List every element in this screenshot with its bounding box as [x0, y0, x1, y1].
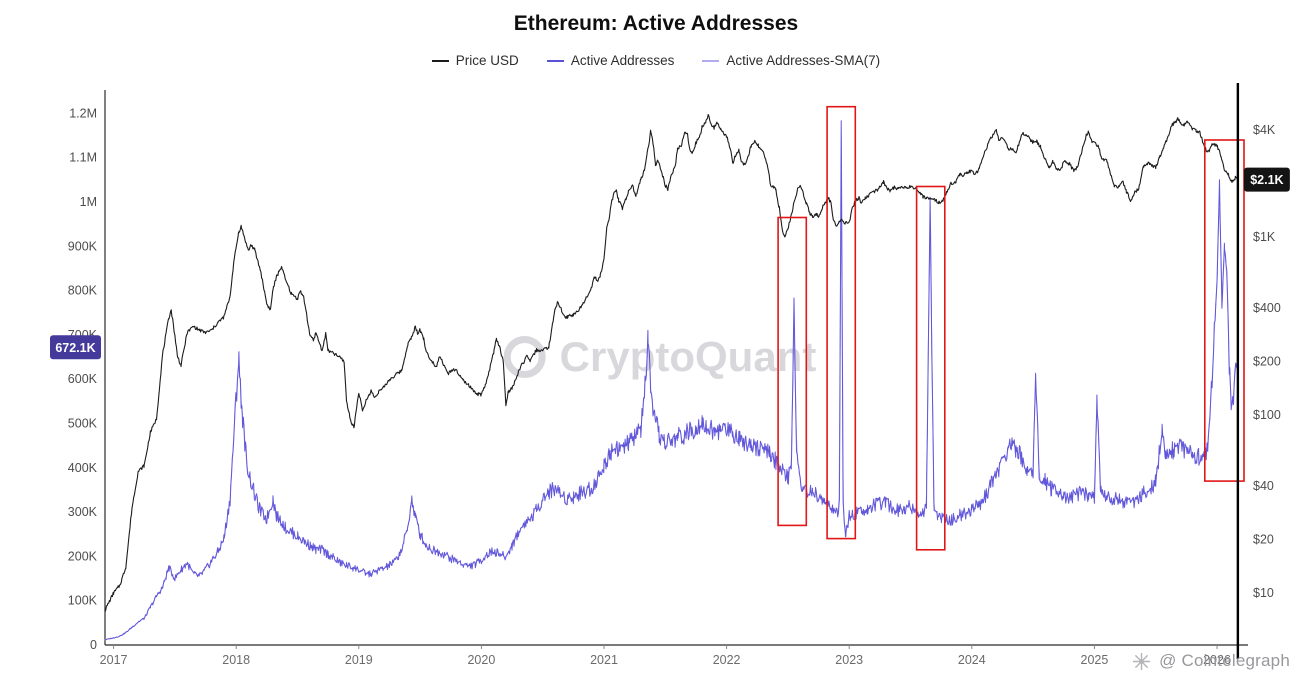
y-right-tick-label: $4K	[1253, 123, 1276, 137]
y-left-tick-label: 600K	[68, 372, 98, 386]
legend-label: Active Addresses-SMA(7)	[726, 53, 881, 68]
x-tick-label: 2021	[590, 653, 618, 667]
x-tick-label: 2017	[100, 653, 128, 667]
legend-item-price-usd[interactable]: Price USD	[431, 53, 519, 68]
highlight-box	[826, 105, 857, 540]
active-addresses-badge	[50, 335, 101, 360]
y-left-tick-label: 1.2M	[69, 106, 97, 120]
y-left-tick-label: 800K	[68, 284, 98, 298]
y-left-tick-label: 1M	[80, 195, 97, 209]
price-badge	[1243, 167, 1290, 192]
price-usd-line	[104, 113, 1239, 613]
legend: Price USD Active Addresses Active Addresse…	[0, 53, 1312, 68]
y-right-tick-label: $40	[1253, 479, 1274, 493]
highlight-box	[777, 216, 808, 527]
x-tick-label: 2024	[958, 653, 986, 667]
legend-line-icon	[702, 59, 720, 62]
price-badge-label: $2.1K	[1250, 173, 1283, 187]
y-left-tick-label: 900K	[68, 239, 98, 253]
y-right-tick-label: $20	[1253, 532, 1274, 546]
y-left-tick-label: 1.1M	[69, 151, 97, 165]
x-tick-label: 2020	[467, 653, 495, 667]
x-tick-label: 2026	[1203, 653, 1231, 667]
cointelegraph-logo-icon	[1133, 652, 1151, 670]
active-addresses-line	[104, 120, 1239, 641]
y-right-tick-label: $400	[1253, 301, 1281, 315]
active-addresses-sma-line	[104, 196, 1239, 641]
attribution-text: @ Cointelegraph	[1159, 651, 1290, 670]
y-left-tick-label: 300K	[68, 505, 98, 519]
y-right-tick-label: $200	[1253, 354, 1281, 368]
y-left-tick-label: 200K	[68, 549, 98, 563]
active-addresses-badge-label: 672.1K	[55, 341, 95, 355]
x-tick-label: 2025	[1081, 653, 1109, 667]
y-left-tick-label: 400K	[68, 461, 98, 475]
chart-title: Ethereum: Active Addresses	[513, 12, 799, 35]
y-right-tick-label: $10	[1253, 586, 1274, 600]
legend-line-icon	[546, 59, 564, 62]
legend-label: Price USD	[455, 53, 519, 68]
legend-line-icon	[431, 59, 449, 62]
y-right-tick-label: $1K	[1253, 230, 1276, 244]
highlight-box	[1204, 139, 1245, 482]
x-tick-label: 2023	[835, 653, 863, 667]
y-right-tick-label: $100	[1253, 408, 1281, 422]
highlight-box	[915, 185, 946, 551]
y-left-tick-label: 100K	[68, 594, 98, 608]
legend-item-active-addresses[interactable]: Active Addresses	[546, 53, 675, 68]
x-tick-label: 2022	[713, 653, 741, 667]
legend-item-active-addresses-sma-7[interactable]: Active Addresses-SMA(7)	[702, 53, 880, 68]
legend-label: Active Addresses	[570, 53, 675, 68]
x-tick-label: 2018	[222, 653, 250, 667]
y-left-tick-label: 0	[90, 638, 97, 652]
attribution: @ Cointelegraph	[1132, 651, 1290, 671]
x-tick-label: 2019	[345, 653, 373, 667]
y-left-tick-label: 500K	[68, 416, 98, 430]
